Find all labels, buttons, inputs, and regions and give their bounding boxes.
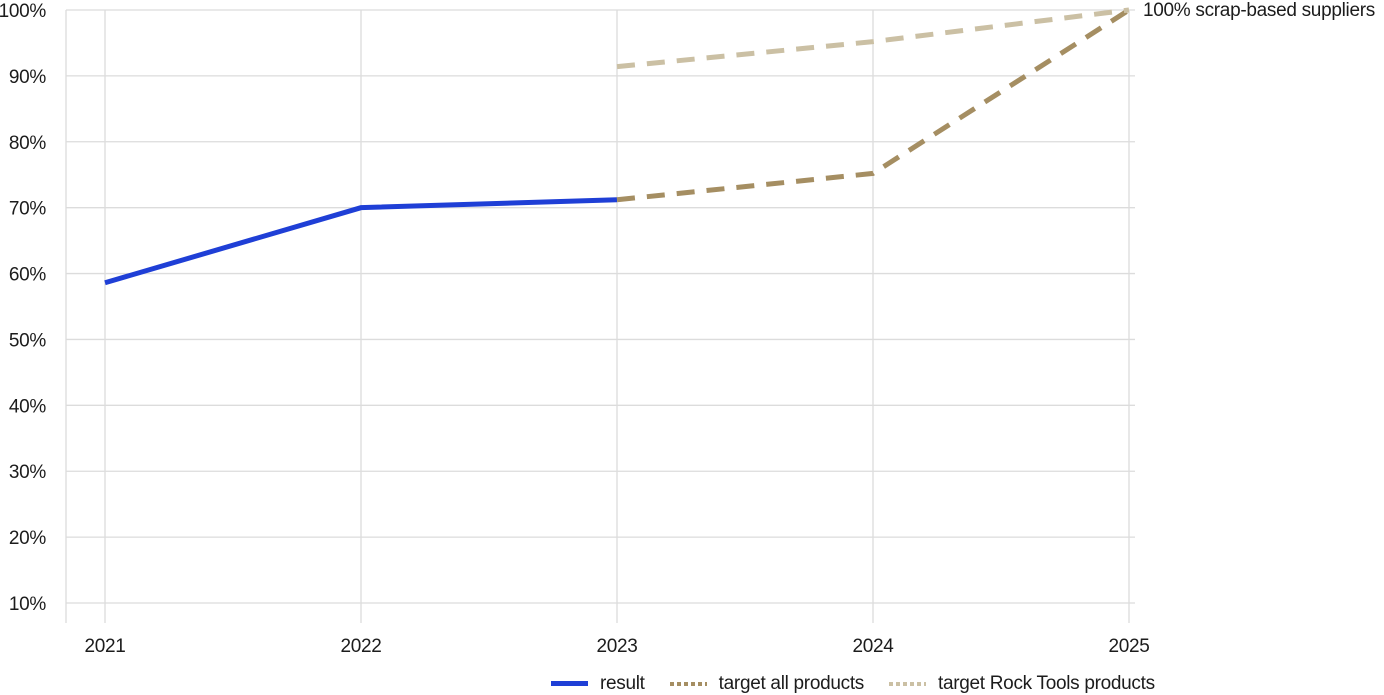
- y-tick-label: 20%: [9, 528, 47, 549]
- y-tick-label: 10%: [9, 594, 47, 615]
- y-tick-label: 100%: [0, 1, 46, 22]
- x-tick-label: 2022: [340, 636, 381, 657]
- series-line-result: [104, 197, 618, 286]
- y-tick-label: 60%: [9, 265, 47, 286]
- legend-item-target-rock-tools-products: target Rock Tools products: [889, 673, 1155, 695]
- legend-label-target-rock-tools-products: target Rock Tools products: [938, 672, 1155, 694]
- series-line-target-rock-tools-products: [616, 7, 1130, 70]
- y-tick-label: 80%: [9, 133, 47, 154]
- legend-label-target-all-products: target all products: [718, 672, 865, 694]
- legend-swatch-target-all-products-dotted-line: [669, 681, 707, 686]
- legend-swatch-result-line: [551, 681, 588, 686]
- legend-item-target-all-products: target all products: [669, 672, 865, 695]
- y-tick-label: 90%: [9, 67, 47, 88]
- series-line-target-all-products: [616, 7, 1131, 203]
- x-tick-label: 2023: [596, 636, 637, 657]
- legend-label-result: result: [600, 672, 645, 694]
- y-tick-label: 70%: [9, 199, 47, 220]
- legend-item-result: result: [551, 673, 645, 695]
- chart-legend: result target all products target Rock T…: [551, 671, 1155, 695]
- y-tick-label: 50%: [9, 330, 47, 351]
- legend-swatch-target-rock-tools-products-dotted-line: [889, 681, 926, 686]
- x-tick-label: 2024: [852, 636, 894, 657]
- y-tick-label: 30%: [9, 462, 47, 483]
- x-tick-label: 2025: [1108, 636, 1149, 657]
- y-tick-label: 40%: [9, 396, 47, 417]
- x-tick-label: 2021: [84, 636, 125, 657]
- chart-annotation: 100% scrap-based suppliers: [1143, 0, 1375, 21]
